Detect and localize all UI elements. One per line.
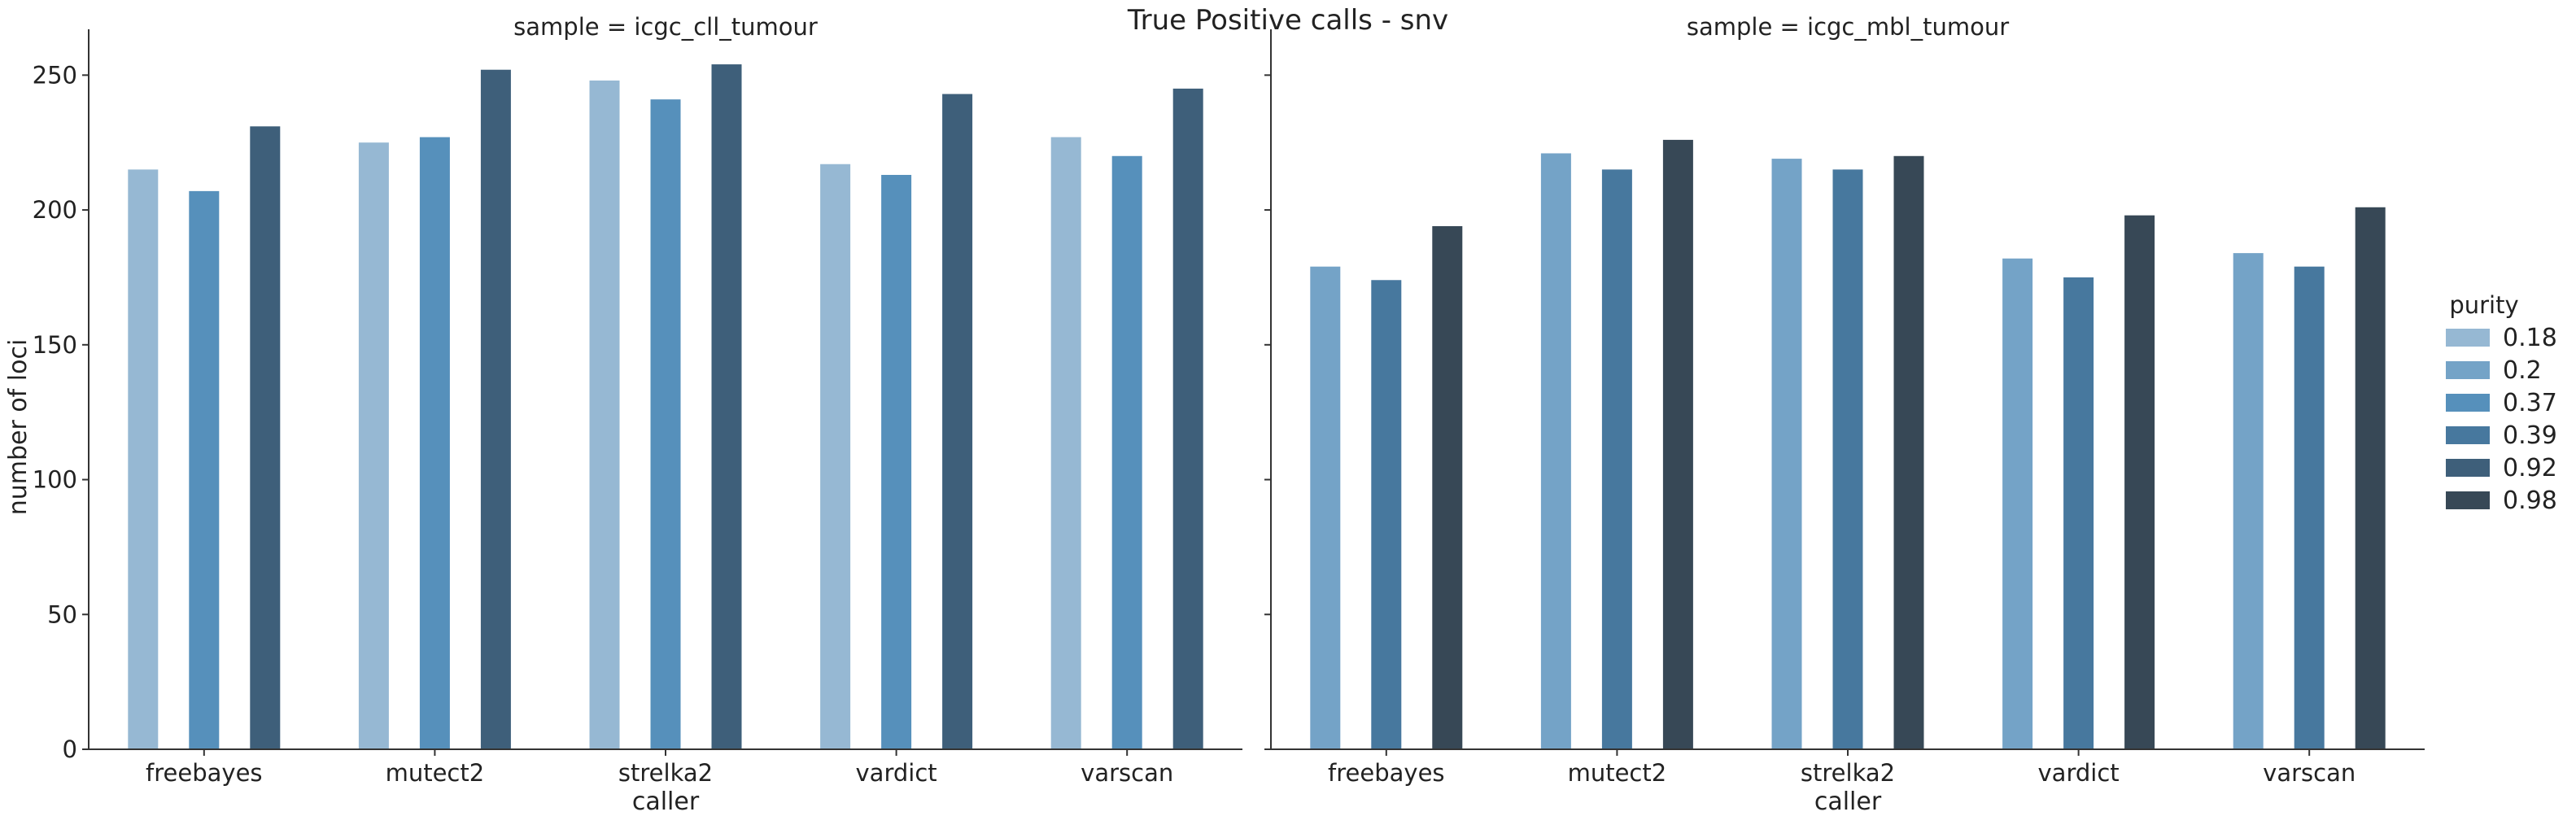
facet-title: sample = icgc_mbl_tumour bbox=[1687, 13, 2009, 41]
legend-item: 0.92 bbox=[2446, 454, 2557, 482]
x-tick-label: varscan bbox=[2263, 759, 2356, 787]
bar bbox=[2294, 266, 2325, 749]
bar bbox=[189, 190, 220, 749]
bar bbox=[2233, 253, 2264, 749]
bar bbox=[589, 80, 620, 749]
legend-label: 0.18 bbox=[2503, 324, 2557, 352]
x-tick-label: mutect2 bbox=[386, 759, 485, 787]
bar bbox=[820, 164, 851, 749]
bar bbox=[1771, 159, 1802, 749]
x-tick-label: varscan bbox=[1081, 759, 1173, 787]
x-tick-label: mutect2 bbox=[1568, 759, 1667, 787]
bar bbox=[1432, 225, 1463, 749]
legend-item: 0.18 bbox=[2446, 324, 2557, 352]
x-tick-label: freebayes bbox=[146, 759, 262, 787]
x-tick-label: strelka2 bbox=[1801, 759, 1895, 787]
y-tick-label: 200 bbox=[33, 196, 77, 224]
bar bbox=[1310, 266, 1341, 749]
y-tick-label: 50 bbox=[47, 600, 77, 628]
y-tick-label: 0 bbox=[63, 735, 77, 763]
legend-swatch bbox=[2446, 361, 2490, 379]
bar bbox=[1832, 169, 1863, 749]
legend-swatch bbox=[2446, 329, 2490, 347]
facet-panel: sample = icgc_mbl_tumour freebayes mutect2… bbox=[1264, 13, 2425, 816]
legend-label: 0.37 bbox=[2503, 389, 2557, 417]
bar bbox=[1050, 137, 1081, 749]
bar bbox=[942, 94, 973, 750]
legend-swatch bbox=[2446, 459, 2490, 477]
bar bbox=[881, 174, 912, 749]
legend-swatch bbox=[2446, 491, 2490, 509]
bar bbox=[1540, 153, 1571, 749]
legend-title: purity bbox=[2449, 291, 2518, 319]
y-tick-label: 250 bbox=[33, 61, 77, 89]
bar bbox=[1662, 139, 1693, 750]
bar bbox=[2002, 258, 2033, 749]
bar bbox=[1172, 88, 1203, 750]
x-axis-label: caller bbox=[632, 788, 700, 816]
x-tick-label: strelka2 bbox=[618, 759, 713, 787]
bar bbox=[1601, 169, 1632, 749]
bar bbox=[2063, 277, 2094, 749]
bar bbox=[419, 137, 450, 749]
bar bbox=[128, 169, 159, 749]
y-axis-label: number of loci bbox=[4, 339, 33, 516]
bar bbox=[358, 142, 389, 749]
bar bbox=[1893, 155, 1924, 750]
legend-label: 0.39 bbox=[2503, 421, 2557, 450]
chart-title: True Positive calls - snv bbox=[1127, 4, 1448, 37]
legend-label: 0.98 bbox=[2503, 487, 2557, 515]
legend-item: 0.98 bbox=[2446, 487, 2557, 515]
legend-swatch bbox=[2446, 394, 2490, 412]
bar bbox=[1111, 155, 1142, 750]
bar bbox=[250, 126, 281, 750]
bar bbox=[480, 69, 511, 749]
x-tick-label: vardict bbox=[2038, 759, 2120, 787]
bar bbox=[1371, 280, 1402, 749]
legend-item: 0.2 bbox=[2446, 356, 2542, 385]
legend-item: 0.39 bbox=[2446, 421, 2557, 450]
facet-panels: sample = icgc_cll_tumour 0 50 100 150 200 250 f… bbox=[33, 13, 2425, 816]
legend-label: 0.92 bbox=[2503, 454, 2557, 482]
y-tick-label: 100 bbox=[33, 466, 77, 494]
bar bbox=[650, 99, 681, 750]
bar bbox=[711, 64, 742, 749]
legend-swatch bbox=[2446, 426, 2490, 444]
x-tick-label: freebayes bbox=[1328, 759, 1444, 787]
legend-label: 0.2 bbox=[2503, 356, 2542, 385]
y-tick-label: 150 bbox=[33, 331, 77, 359]
legend: 0.18 0.2 0.37 0.39 0.92 0.98 bbox=[2446, 324, 2557, 515]
x-tick-label: vardict bbox=[856, 759, 937, 787]
legend-item: 0.37 bbox=[2446, 389, 2557, 417]
x-axis-label: caller bbox=[1814, 788, 1882, 816]
bar bbox=[2355, 207, 2386, 749]
facet-panel: sample = icgc_cll_tumour 0 50 100 150 200 250 f… bbox=[33, 13, 1242, 816]
bar bbox=[2124, 215, 2155, 749]
facet-title: sample = icgc_cll_tumour bbox=[513, 13, 818, 41]
